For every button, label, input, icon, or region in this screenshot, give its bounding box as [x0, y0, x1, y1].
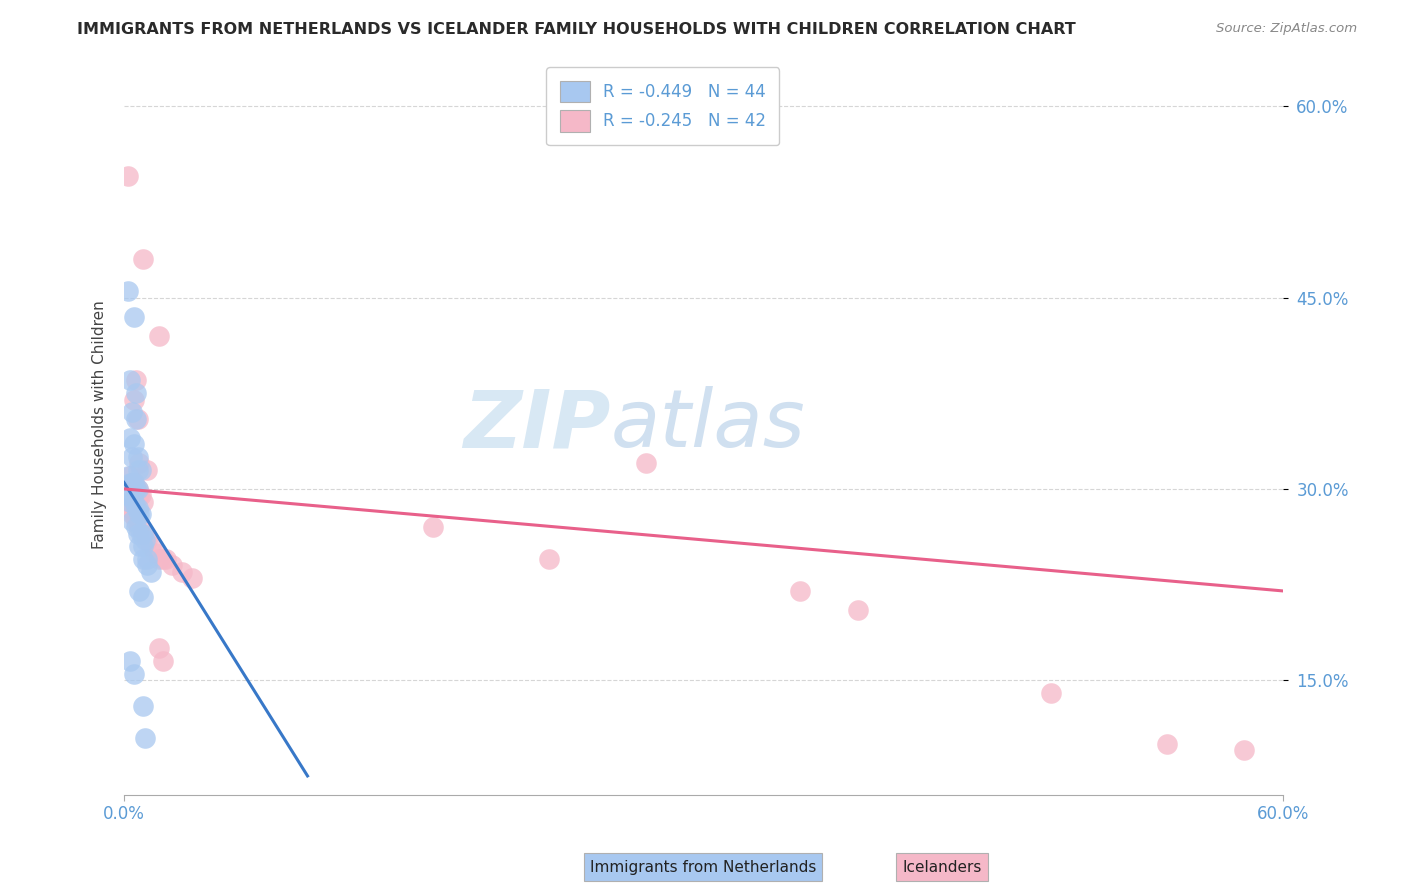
Point: [131, 526, 153, 541]
Point: [152, 654, 174, 668]
Point: [148, 328, 170, 343]
Point: [162, 558, 184, 573]
Point: [122, 475, 145, 490]
Point: [118, 469, 141, 483]
Point: [132, 539, 155, 553]
Point: [124, 411, 146, 425]
Point: [128, 583, 150, 598]
Point: [122, 310, 145, 324]
Point: [128, 488, 150, 502]
Point: [118, 494, 141, 508]
Point: [127, 501, 149, 516]
Text: Immigrants from Netherlands: Immigrants from Netherlands: [589, 860, 817, 874]
Point: [634, 456, 657, 470]
Point: [128, 456, 150, 470]
Point: [118, 654, 141, 668]
Point: [789, 583, 811, 598]
Point: [128, 520, 150, 534]
Point: [537, 552, 560, 566]
Point: [127, 411, 149, 425]
Point: [122, 494, 145, 508]
Point: [128, 508, 150, 522]
Point: [118, 431, 141, 445]
Point: [132, 526, 155, 541]
Point: [136, 533, 159, 547]
Point: [132, 698, 155, 713]
Point: [121, 475, 143, 490]
Point: [115, 488, 138, 502]
Text: IMMIGRANTS FROM NETHERLANDS VS ICELANDER FAMILY HOUSEHOLDS WITH CHILDREN CORRELA: IMMIGRANTS FROM NETHERLANDS VS ICELANDER…: [77, 22, 1076, 37]
Text: Source: ZipAtlas.com: Source: ZipAtlas.com: [1216, 22, 1357, 36]
Point: [124, 482, 146, 496]
Point: [124, 514, 146, 528]
Text: ZIP: ZIP: [464, 386, 610, 464]
Point: [136, 552, 159, 566]
Point: [170, 565, 193, 579]
Point: [132, 252, 155, 267]
Point: [180, 571, 202, 585]
Point: [1040, 686, 1063, 700]
Point: [127, 482, 149, 496]
Point: [131, 488, 153, 502]
Point: [132, 526, 155, 541]
Point: [139, 565, 162, 579]
Point: [118, 374, 141, 388]
Point: [143, 546, 166, 560]
Point: [136, 463, 159, 477]
Point: [132, 552, 155, 566]
Point: [122, 666, 145, 681]
Point: [117, 169, 139, 184]
Point: [121, 508, 143, 522]
Point: [134, 533, 156, 547]
Point: [139, 539, 162, 553]
Point: [122, 392, 145, 407]
Point: [121, 475, 143, 490]
Point: [127, 482, 149, 496]
Point: [117, 469, 139, 483]
Point: [148, 552, 170, 566]
Point: [846, 603, 869, 617]
Point: [124, 386, 146, 401]
Text: Icelanders: Icelanders: [903, 860, 981, 874]
Point: [124, 501, 146, 516]
Point: [132, 591, 155, 605]
Point: [124, 374, 146, 388]
Point: [122, 508, 145, 522]
Y-axis label: Family Households with Children: Family Households with Children: [93, 301, 107, 549]
Point: [152, 552, 174, 566]
Point: [124, 520, 146, 534]
Point: [124, 482, 146, 496]
Point: [127, 463, 149, 477]
Point: [131, 463, 153, 477]
Point: [131, 508, 153, 522]
Point: [132, 494, 155, 508]
Point: [122, 437, 145, 451]
Point: [122, 475, 145, 490]
Point: [128, 539, 150, 553]
Point: [121, 514, 143, 528]
Point: [1156, 737, 1178, 751]
Point: [117, 284, 139, 298]
Point: [118, 501, 141, 516]
Point: [136, 558, 159, 573]
Point: [422, 520, 444, 534]
Point: [117, 494, 139, 508]
Point: [117, 488, 139, 502]
Point: [127, 450, 149, 464]
Point: [155, 552, 177, 566]
Point: [121, 450, 143, 464]
Text: atlas: atlas: [610, 386, 806, 464]
Point: [134, 731, 156, 745]
Point: [127, 526, 149, 541]
Point: [1233, 743, 1256, 757]
Point: [118, 475, 141, 490]
Point: [121, 405, 143, 419]
Point: [148, 641, 170, 656]
Legend: R = -0.449   N = 44, R = -0.245   N = 42: R = -0.449 N = 44, R = -0.245 N = 42: [547, 67, 779, 145]
